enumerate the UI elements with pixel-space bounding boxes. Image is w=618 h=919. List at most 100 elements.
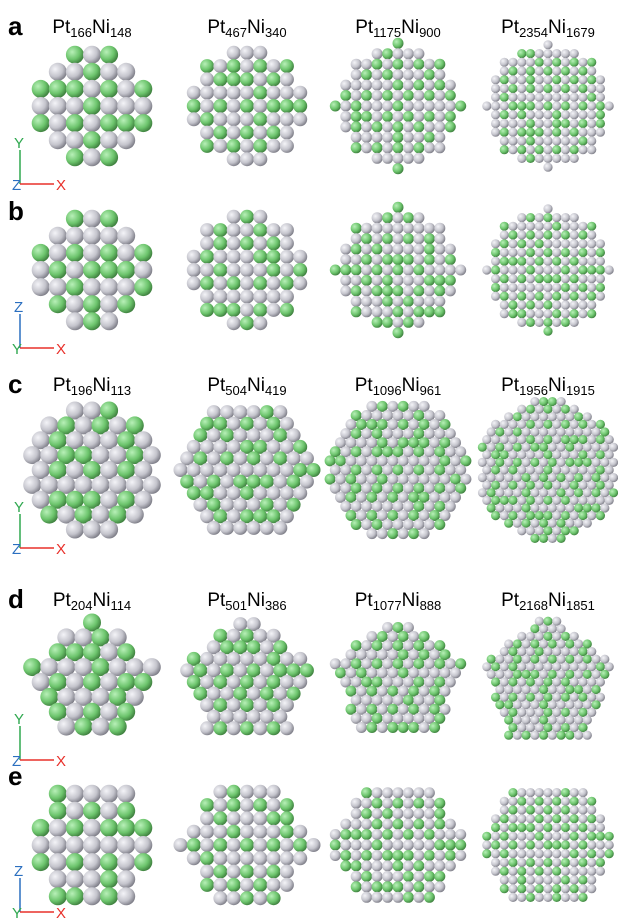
atom [543, 893, 552, 902]
atom [596, 849, 605, 858]
atom [543, 101, 552, 110]
atom [267, 59, 281, 73]
atom [340, 840, 351, 851]
atom [351, 244, 362, 255]
atom [491, 814, 500, 823]
atom [424, 881, 435, 892]
atom [403, 840, 414, 851]
atom [351, 840, 362, 851]
atom [424, 892, 435, 903]
atom [455, 265, 466, 276]
atom [517, 265, 526, 274]
atom [83, 131, 101, 149]
atom [517, 867, 526, 876]
atom [382, 80, 393, 91]
atom [403, 48, 414, 59]
atom [552, 274, 561, 283]
atom [413, 317, 424, 328]
atom [240, 236, 254, 250]
atom [134, 80, 152, 98]
atom [49, 80, 67, 98]
atom [413, 254, 424, 265]
atom [561, 849, 570, 858]
atom [49, 131, 67, 149]
atom [372, 111, 383, 122]
atom [434, 90, 445, 101]
atom [253, 223, 267, 237]
atom [100, 887, 118, 905]
atom [83, 819, 101, 837]
atom [66, 853, 84, 871]
atom [403, 892, 414, 903]
count: 1851 [566, 598, 595, 613]
atom [561, 230, 570, 239]
atom [570, 858, 579, 867]
atom [434, 244, 445, 255]
atom [424, 244, 435, 255]
atom [126, 506, 144, 524]
atom [491, 119, 500, 128]
atom [240, 811, 254, 825]
atom [526, 832, 535, 841]
nanoparticle [23, 402, 161, 539]
atom [100, 131, 118, 149]
atom [500, 858, 509, 867]
atom [504, 731, 513, 740]
atom [561, 257, 570, 266]
atom [543, 239, 552, 248]
count: 501 [225, 598, 247, 613]
atom [361, 59, 372, 70]
atom [587, 84, 596, 93]
atom [587, 93, 596, 102]
atom [382, 254, 393, 265]
atom [382, 296, 393, 307]
atom [500, 832, 509, 841]
element: Ni [548, 17, 566, 38]
atom [267, 263, 281, 277]
atom [587, 797, 596, 806]
atom [526, 213, 535, 222]
atom [552, 265, 561, 274]
atom [552, 84, 561, 93]
atom [526, 797, 535, 806]
atom [522, 731, 531, 740]
atom [227, 838, 241, 852]
atom [491, 248, 500, 257]
atom [267, 891, 281, 905]
atom [174, 838, 188, 852]
atom [578, 300, 587, 309]
atom [372, 275, 383, 286]
atom [539, 534, 548, 543]
atom [552, 136, 561, 145]
atom [517, 875, 526, 884]
panel-label: d [8, 584, 24, 614]
count: 900 [419, 25, 441, 40]
nanoparticle [187, 46, 307, 166]
atom [361, 808, 372, 819]
atom [557, 534, 566, 543]
atom [500, 884, 509, 893]
atom [434, 121, 445, 132]
atom [361, 244, 372, 255]
atom [552, 805, 561, 814]
atom [267, 811, 281, 825]
element: Pt [501, 590, 520, 611]
atom [280, 276, 294, 290]
atom [393, 327, 404, 338]
atom [227, 316, 241, 330]
nanoparticle [23, 614, 161, 736]
atom [605, 832, 614, 841]
axis-label: Z [12, 541, 21, 558]
atom [32, 80, 50, 98]
atom [267, 223, 281, 237]
atom [372, 48, 383, 59]
axis-label: Y [14, 135, 24, 152]
atom [32, 244, 50, 262]
nanoparticle [180, 617, 314, 735]
element: Ni [247, 17, 265, 38]
atom [570, 832, 579, 841]
atom [517, 119, 526, 128]
atom [587, 300, 596, 309]
atom [83, 802, 101, 820]
atom [543, 292, 552, 301]
